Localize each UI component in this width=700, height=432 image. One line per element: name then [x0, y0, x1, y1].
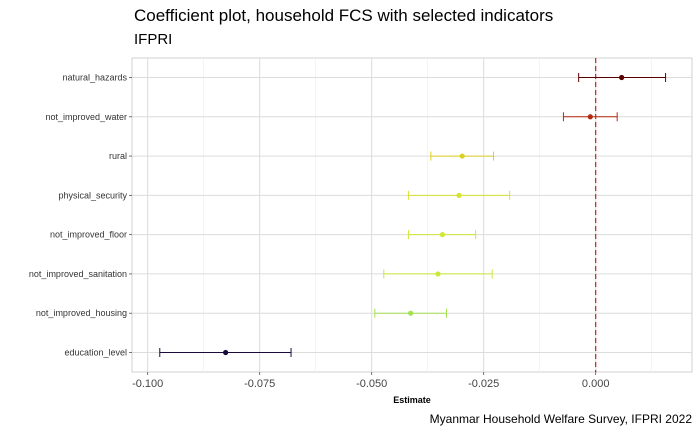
y-tick-label: physical_security: [58, 190, 127, 200]
x-axis-label: Estimate: [393, 395, 431, 405]
x-tick-label: -0.075: [244, 378, 275, 390]
x-tick-label: -0.050: [356, 378, 387, 390]
chart-caption: Myanmar Household Welfare Survey, IFPRI …: [429, 412, 692, 426]
y-tick-label: not_improved_housing: [36, 308, 127, 318]
plot-panel: [131, 57, 693, 373]
coefficient-physical-security: [407, 190, 511, 200]
coefficient-rural: [430, 151, 495, 161]
coefficient-not-improved-water: [562, 112, 618, 122]
coefficient-natural-hazards: [578, 73, 667, 82]
y-tick-label: rural: [109, 151, 127, 161]
x-axis: -0.100 -0.075 -0.050 -0.025 0.000: [132, 372, 609, 390]
chart-subtitle: IFPRI: [134, 31, 173, 48]
x-tick-label: -0.100: [132, 378, 163, 390]
y-tick-label: education_level: [64, 348, 127, 358]
estimate-point: [619, 74, 625, 81]
coefficient-not-improved-housing: [374, 308, 447, 318]
estimate-point: [459, 153, 465, 159]
estimate-point: [408, 310, 414, 316]
y-tick-label: not_improved_floor: [50, 230, 127, 240]
y-tick-label: not_improved_sanitation: [29, 269, 127, 279]
estimate-point: [587, 114, 593, 120]
chart-title: Coefficient plot, household FCS with sel…: [134, 6, 554, 25]
chart-marks: [159, 58, 667, 372]
coefficient-not-improved-sanitation: [383, 269, 493, 279]
estimate-point: [456, 192, 462, 198]
estimate-point: [435, 271, 441, 277]
coefficient-education-level: [159, 348, 292, 357]
grid: [132, 58, 692, 372]
y-tick-label: natural_hazards: [62, 73, 127, 83]
coefficient-not-improved-floor: [407, 230, 477, 240]
x-tick-label: -0.025: [468, 378, 499, 390]
y-tick-label: not_improved_water: [45, 112, 127, 122]
estimate-point: [439, 232, 446, 238]
estimate-point: [223, 349, 229, 356]
x-tick-label: 0.000: [582, 378, 610, 390]
